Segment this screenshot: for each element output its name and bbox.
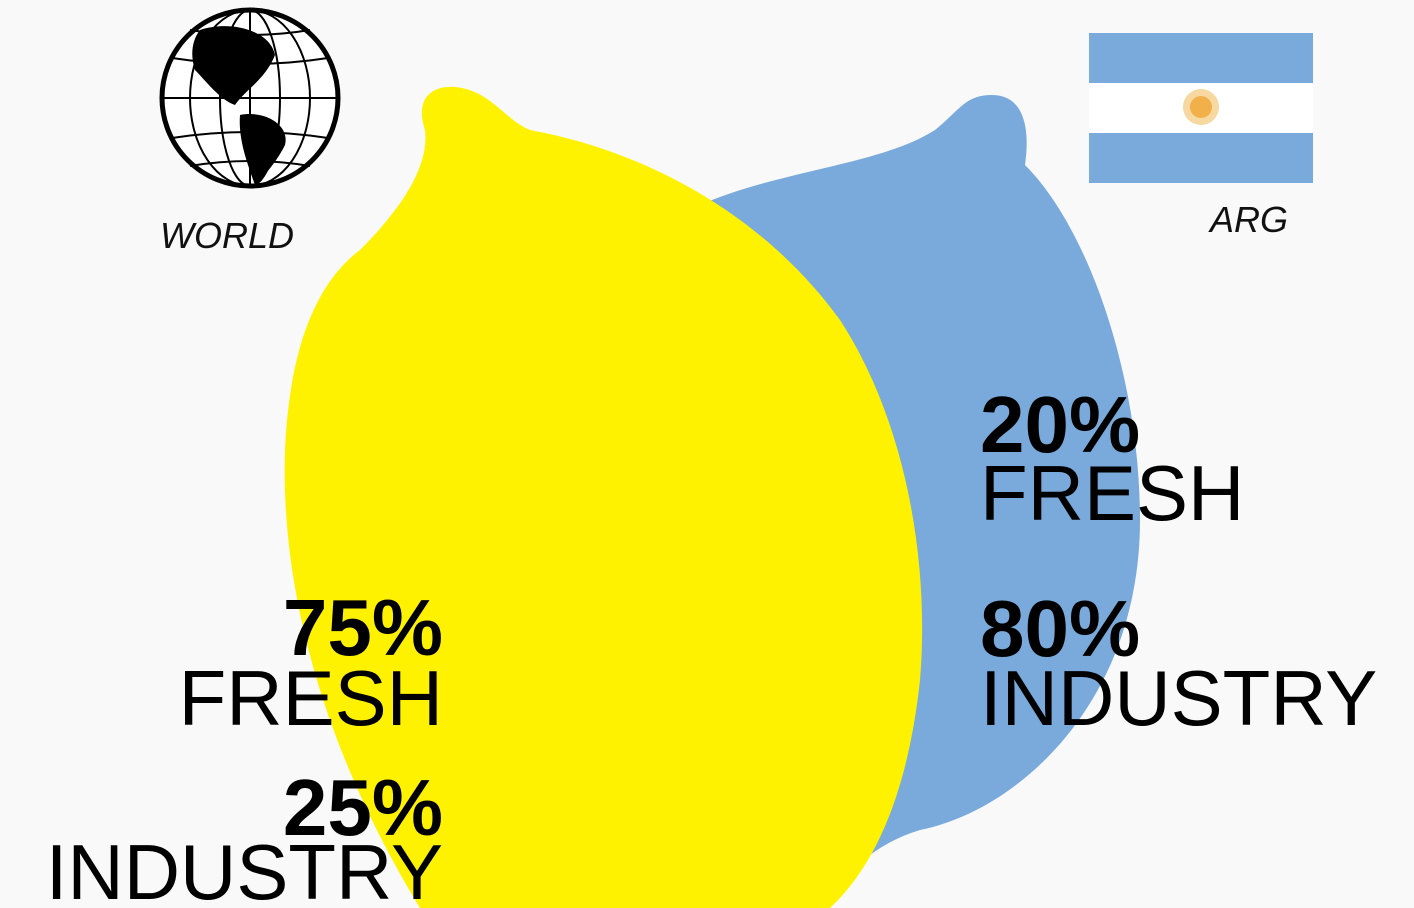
world-fresh-percent: 75% <box>283 583 443 672</box>
world-lemon <box>284 86 923 908</box>
world-label: WORLD <box>160 215 294 256</box>
world-fresh-label: FRESH <box>179 654 443 742</box>
world-industry-label: INDUSTRY <box>46 828 443 908</box>
arg-label: ARG <box>1208 199 1288 240</box>
world-industry-percent: 25% <box>283 763 443 852</box>
arg-industry-percent: 80% <box>980 584 1140 673</box>
arg-fresh-percent: 20% <box>980 380 1140 469</box>
arg-industry-label: INDUSTRY <box>980 654 1377 742</box>
arg-fresh-label: FRESH <box>980 449 1244 537</box>
argentina-flag <box>1089 33 1313 183</box>
globe-icon <box>159 7 341 189</box>
